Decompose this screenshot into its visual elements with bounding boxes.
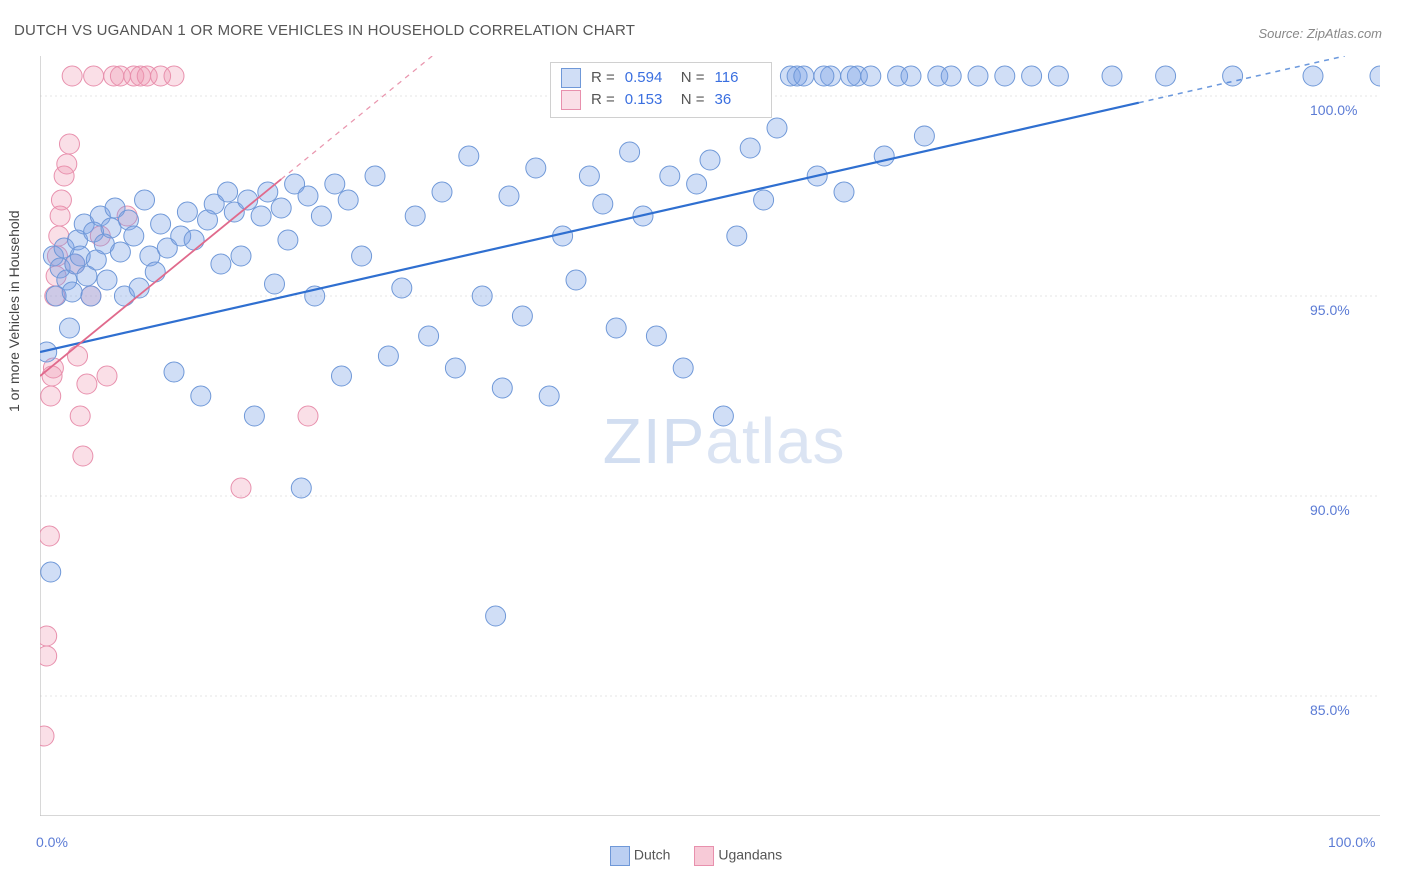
- legend-n-label: N =: [681, 89, 705, 111]
- y-tick-label: 90.0%: [1310, 502, 1350, 518]
- scatter-svg: [40, 56, 1380, 816]
- y-axis-label: 1 or more Vehicles in Household: [6, 210, 22, 412]
- legend-swatch: [610, 846, 630, 866]
- x-tick-label: 100.0%: [1328, 834, 1375, 850]
- legend-r-label: R =: [591, 67, 615, 89]
- legend-swatch: [694, 846, 714, 866]
- legend-item: Ugandans: [694, 846, 782, 866]
- legend-r-value: 0.594: [625, 67, 671, 89]
- plot-area: ZIPatlas R =0.594N =116R =0.153N =36: [40, 56, 1380, 816]
- legend-r-value: 0.153: [625, 89, 671, 111]
- legend-n-value: 36: [715, 89, 761, 111]
- source-attribution: Source: ZipAtlas.com: [1258, 26, 1382, 41]
- legend-swatch: [561, 90, 581, 110]
- y-tick-label: 100.0%: [1310, 102, 1357, 118]
- correlation-legend-row: R = 0.594 N = 116: [561, 67, 761, 89]
- series-legend: Dutch Ugandans: [610, 846, 782, 866]
- legend-n-label: N =: [681, 67, 705, 89]
- chart-container: DUTCH VS UGANDAN 1 OR MORE VEHICLES IN H…: [0, 0, 1406, 892]
- legend-r-label: R =: [591, 89, 615, 111]
- correlation-legend: R = 0.594 N = 116 R = 0.153 N = 36: [550, 62, 772, 118]
- y-tick-label: 85.0%: [1310, 702, 1350, 718]
- legend-label: Dutch: [634, 847, 671, 863]
- legend-item: Dutch: [610, 846, 670, 866]
- legend-swatch: [561, 68, 581, 88]
- legend-n-value: 116: [715, 67, 761, 89]
- chart-title: DUTCH VS UGANDAN 1 OR MORE VEHICLES IN H…: [14, 22, 635, 39]
- y-tick-label: 95.0%: [1310, 302, 1350, 318]
- legend-label: Ugandans: [718, 847, 782, 863]
- x-tick-label: 0.0%: [36, 834, 68, 850]
- correlation-legend-row: R = 0.153 N = 36: [561, 89, 761, 111]
